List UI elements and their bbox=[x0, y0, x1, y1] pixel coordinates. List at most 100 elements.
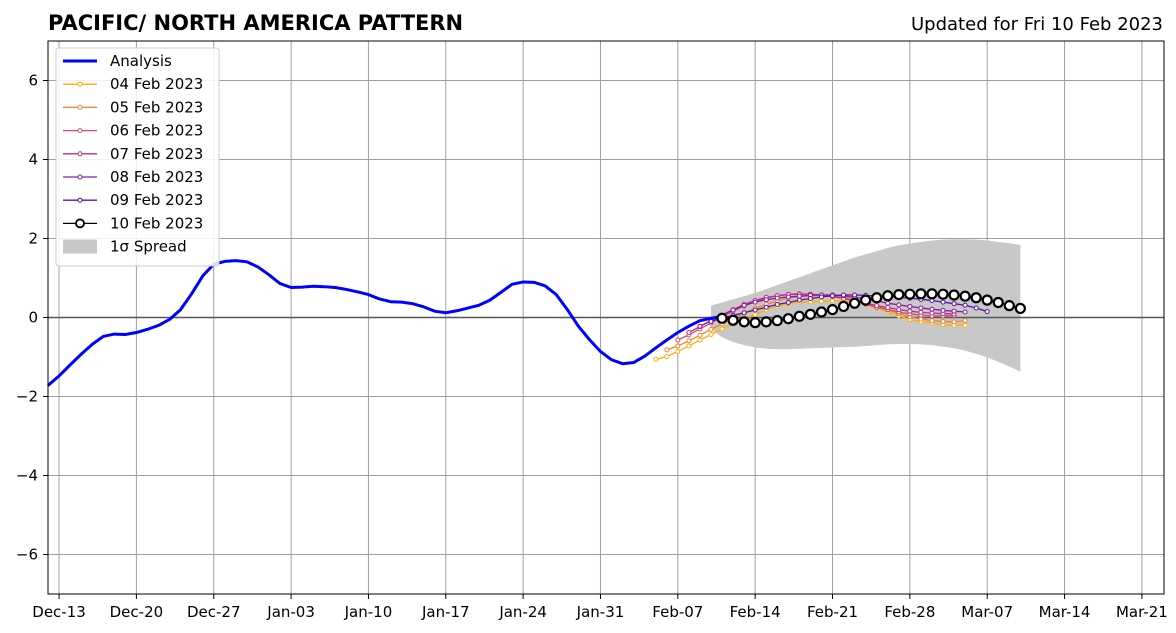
latest-forecast-point bbox=[760, 316, 772, 328]
forecast-point bbox=[896, 302, 902, 308]
forecast-point bbox=[763, 297, 769, 303]
latest-forecast-point bbox=[981, 294, 993, 306]
x-tick-label: Jan-24 bbox=[498, 603, 547, 621]
legend-entry: 09 Feb 2023 bbox=[63, 191, 203, 209]
forecast-point bbox=[785, 294, 791, 300]
latest-forecast-point bbox=[1014, 302, 1026, 315]
latest-forecast-point bbox=[926, 288, 938, 300]
forecast-point bbox=[741, 302, 747, 308]
x-tick-label: Feb-07 bbox=[652, 603, 703, 621]
forecast-point bbox=[918, 309, 924, 315]
analysis-series bbox=[47, 259, 723, 387]
forecast-point bbox=[929, 310, 935, 316]
latest-forecast-point bbox=[904, 288, 916, 300]
latest-forecast-point bbox=[1003, 300, 1015, 312]
forecast-point bbox=[962, 309, 968, 315]
latest-forecast-point bbox=[716, 312, 728, 324]
forecast-point bbox=[874, 303, 880, 309]
forecast-point bbox=[675, 343, 681, 349]
forecast-point bbox=[752, 311, 758, 317]
legend-latest-marker bbox=[75, 218, 85, 229]
latest-forecast-point bbox=[871, 292, 883, 304]
forecast-point bbox=[807, 296, 813, 302]
x-tick-label: Dec-20 bbox=[110, 603, 164, 621]
x-tick-label: Mar-14 bbox=[1039, 603, 1091, 621]
latest-forecast-point bbox=[804, 308, 817, 320]
legend-series-marker bbox=[77, 81, 83, 87]
legend-entry: 08 Feb 2023 bbox=[63, 168, 203, 186]
legend-label: 07 Feb 2023 bbox=[110, 145, 203, 163]
x-tick-label: Jan-17 bbox=[421, 603, 470, 621]
legend-label: 06 Feb 2023 bbox=[110, 122, 203, 140]
analysis-line bbox=[47, 259, 723, 387]
forecast-point bbox=[818, 294, 824, 300]
forecast-point bbox=[763, 304, 769, 310]
forecast-point bbox=[951, 301, 957, 307]
legend: Analysis 04 Feb 2023 05 Feb 2023 06 Feb 202… bbox=[55, 47, 220, 267]
forecast-point bbox=[940, 318, 946, 324]
latest-forecast-point bbox=[826, 304, 839, 316]
latest-forecast-point bbox=[849, 297, 861, 309]
forecast-point bbox=[752, 299, 758, 305]
legend-entry: 04 Feb 2023 bbox=[63, 75, 203, 93]
latest-forecast-point bbox=[882, 290, 894, 302]
latest-forecast-point bbox=[937, 288, 949, 300]
axis-ticks: Dec-13 Dec-20 Dec-27 Jan-03 Jan-10 Jan-17 Jan-… bbox=[16, 72, 1168, 622]
forecast-point bbox=[719, 326, 725, 332]
legend-label: 04 Feb 2023 bbox=[110, 75, 203, 93]
y-tick-label: 0 bbox=[28, 309, 38, 327]
legend-label: Analysis bbox=[110, 52, 172, 70]
forecast-point bbox=[940, 307, 946, 313]
forecast-point bbox=[918, 316, 924, 322]
y-tick-label: −2 bbox=[16, 388, 38, 406]
latest-forecast-point bbox=[893, 288, 905, 301]
y-tick-label: −6 bbox=[16, 546, 38, 564]
forecast-point bbox=[951, 308, 957, 314]
forecast-point bbox=[675, 348, 681, 354]
forecast-point bbox=[962, 318, 968, 324]
legend-series-marker bbox=[77, 104, 83, 110]
latest-forecast-point bbox=[915, 288, 927, 300]
forecast-point bbox=[907, 303, 913, 309]
legend-box bbox=[55, 47, 220, 267]
latest-forecast-point bbox=[948, 289, 960, 301]
forecast-point bbox=[664, 354, 670, 360]
forecast-point bbox=[852, 292, 858, 298]
legend-label: 10 Feb 2023 bbox=[110, 214, 203, 232]
latest-forecast-point bbox=[860, 294, 872, 306]
forecast-point bbox=[940, 299, 946, 305]
x-tick-label: Mar-07 bbox=[961, 603, 1013, 621]
latest-forecast-point bbox=[749, 317, 761, 329]
forecast-point bbox=[697, 332, 703, 338]
latest-forecast-point bbox=[793, 310, 805, 322]
forecast-point bbox=[885, 300, 891, 306]
forecast-point bbox=[697, 337, 703, 343]
legend-series-marker bbox=[77, 197, 83, 203]
latest-forecast-point bbox=[959, 290, 971, 302]
forecast-point bbox=[962, 302, 968, 308]
legend-entry: 07 Feb 2023 bbox=[63, 145, 203, 163]
forecast-point bbox=[686, 343, 692, 349]
legend-entry: Analysis bbox=[63, 52, 172, 70]
forecast-point bbox=[785, 299, 791, 305]
legend-label: 05 Feb 2023 bbox=[110, 98, 203, 116]
forecast-point bbox=[686, 338, 692, 344]
x-tick-label: Dec-13 bbox=[32, 603, 86, 621]
latest-forecast-point bbox=[782, 313, 794, 325]
forecast-point bbox=[929, 318, 935, 324]
forecast-point bbox=[951, 319, 957, 325]
forecast-point bbox=[885, 305, 891, 311]
x-tick-label: Feb-28 bbox=[884, 603, 935, 621]
latest-forecast-point bbox=[837, 300, 850, 313]
chart-title: PACIFIC/ NORTH AMERICA PATTERN bbox=[48, 11, 463, 35]
legend-entry: 10 Feb 2023 bbox=[63, 214, 203, 232]
forecast-point bbox=[896, 307, 902, 313]
forecast-point bbox=[907, 308, 913, 314]
legend-entry: 1σ Spread bbox=[63, 238, 187, 256]
x-tick-label: Feb-21 bbox=[807, 603, 858, 621]
forecast-point bbox=[830, 298, 836, 304]
latest-forecast-point bbox=[738, 316, 750, 328]
forecast-point bbox=[752, 307, 758, 313]
x-tick-label: Feb-14 bbox=[730, 603, 781, 621]
